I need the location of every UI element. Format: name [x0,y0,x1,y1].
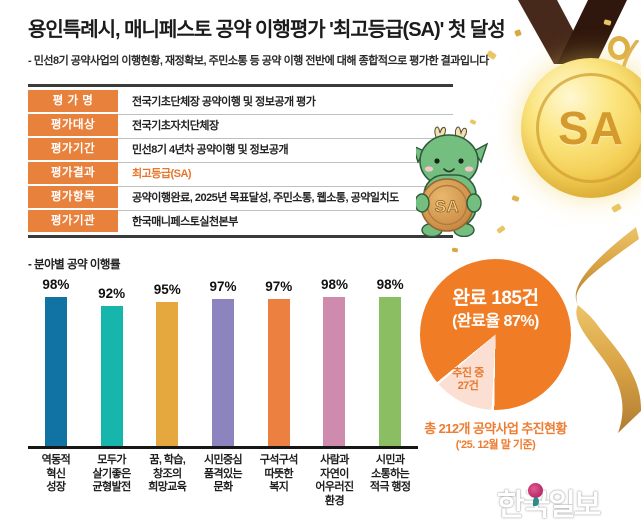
bar-category: 시민과 소통하는 적극 행정 [362,454,418,508]
bar [267,299,290,446]
pie-caption: 총 212개 공약사업 추진현황 [424,421,567,436]
bar-column: 98% [28,272,84,446]
bar-category-line: 사람과 [320,454,349,466]
bar [44,297,67,446]
confetti-flake-icon [451,247,459,253]
bar-category-line: 자연이 [320,467,349,480]
bar-category-labels: 역동적 혁신 성장 모두가 살기좋은 균형발전 꿈, 학습, 창조의 희망교육 시민중심 품격있는 문… [28,454,418,508]
row-label: 평가항목 [28,186,118,208]
medal-grade-text: SA [558,102,624,154]
bar-column: 98% [362,272,418,446]
medal-ribbon-icon [518,0,627,64]
bar-category-line: 어우러진 [315,481,354,493]
row-value: 최고등급(SA) [132,168,192,180]
medal: SA [521,58,641,198]
bar-value-label: 97% [265,279,293,294]
table-row: 평 가 명 전국기초단체장 공약이행 및 정보공개 평가 [28,90,453,115]
bar-column: 92% [84,272,140,446]
bar-category-line: 복지 [269,481,289,493]
bar [212,299,235,446]
row-label: 평가기간 [28,138,118,160]
table-row: 평가대상 전국기초자치단체장 [28,114,453,139]
bar-category: 시민중심 품격있는 문화 [195,454,251,508]
watermark-text: 한국일보 [497,489,601,522]
bar [379,297,402,446]
bar-value-label: 92% [98,286,126,301]
bar-category-line: 시민중심 [203,454,243,466]
bar-value-label: 95% [153,282,181,297]
bar-category-line: 균형발전 [92,481,132,493]
bar [323,297,346,446]
bar-category-line: 창조의 [153,467,182,480]
pie-sub-label: (완료율 87%) [452,313,539,330]
bar-chart-baseline [28,446,418,449]
dragon-mascot-icon: SA [416,126,488,237]
pie-caption-date: ('25. 12월 말 기준) [455,439,536,451]
bar-column: 97% [251,272,307,446]
row-value: 전국기초자치단체장 [132,120,219,132]
bar-category-line: 성장 [46,481,66,493]
bar-category-line: 구석구석 [259,454,299,466]
bar-category-line: 꿈, 학습, [149,454,186,466]
rose-icon [528,483,543,498]
bar-chart-title: - 분야별 공약 이행률 [28,259,121,271]
bar-category-line: 희망교육 [148,481,187,493]
bar-column: 95% [139,272,195,446]
confetti-flake-icon [611,203,622,213]
bar-category-line: 품격있는 [203,467,243,480]
row-value: 한국매니페스토실천본부 [132,216,238,228]
bar-category: 구석구석 따뜻한 복지 [251,454,307,508]
table-row: 평가항목 공약이행완료, 2025년 목표달성, 주민소통, 웹소통, 공약일치도 [28,186,453,211]
gold-streamer-icon [575,227,641,433]
bar-category-line: 모두가 [97,454,126,466]
bar-value-label: 97% [209,279,237,294]
table-row: 평가기관 한국매니페스토실천본부 [28,210,453,232]
row-value: 공약이행완료, 2025년 목표달성, 주민소통, 웹소통, 공약일치도 [132,192,399,204]
bar-value-label: 98% [320,277,348,292]
row-label: 평 가 명 [28,90,118,112]
bar-category-line: 환경 [324,494,345,507]
row-value: 전국기초단체장 공약이행 및 정보공개 평가 [132,96,316,108]
bar-category-line: 소통하는 [371,467,410,480]
bar-category-line: 적극 행정 [369,481,411,493]
watermark: 한국일보 [497,478,637,522]
bar-category: 꿈, 학습, 창조의 희망교육 [139,454,195,508]
pie-slice-label: 추진 중 27건 [452,367,484,392]
bar-value-label: 98% [42,277,70,292]
bar-category-line: 시민과 [375,454,405,466]
row-label: 평가결과 [28,162,118,184]
bar-category-line: 문화 [213,481,233,493]
bar-category: 역동적 혁신 성장 [28,454,84,508]
table-row: 평가결과 최고등급(SA) [28,162,453,187]
row-label: 평가기관 [28,210,118,232]
bar-chart: 98% 92% 95% 97% 97% 98% 98% [28,272,418,446]
medal-ring-icon [608,36,630,60]
bar-category-line: 혁신 [46,467,66,480]
bar [156,302,179,446]
confetti-flake-icon [511,194,520,203]
bar-column: 97% [195,272,251,446]
row-value: 민선8기 4년차 공약이행 및 정보공개 [132,144,289,156]
pie-main-label: 완료 185건 [452,288,539,309]
table-row: 평가기간 민선8기 4년차 공약이행 및 정보공개 [28,138,453,163]
row-label: 평가대상 [28,114,118,136]
bar-category: 모두가 살기좋은 균형발전 [84,454,140,508]
bar-category: 사람과 자연이 어우러진 환경 [307,454,363,508]
page-subtitle: - 민선8기 공약사업의 이행현황, 재정확보, 주민소통 등 공약 이행 전반… [28,55,489,67]
bar-category-line: 역동적 [41,454,71,466]
page-title: 용인특례시, 매니페스토 공약 이행평가 '최고등급(SA)' 첫 달성 [28,19,506,41]
bar-category-line: 따뜻한 [264,467,294,480]
bar [100,306,123,446]
bar-category-line: 살기좋은 [92,467,132,480]
rose-leaf-icon [533,497,539,506]
pie-chart: 완료 185건 (완료율 87%) 추진 중 27건 [420,259,571,410]
bar-value-label: 98% [376,277,404,292]
bar-column: 98% [307,272,363,446]
mascot-coin-text: SA [435,197,460,216]
confetti-flake-icon [496,225,506,234]
